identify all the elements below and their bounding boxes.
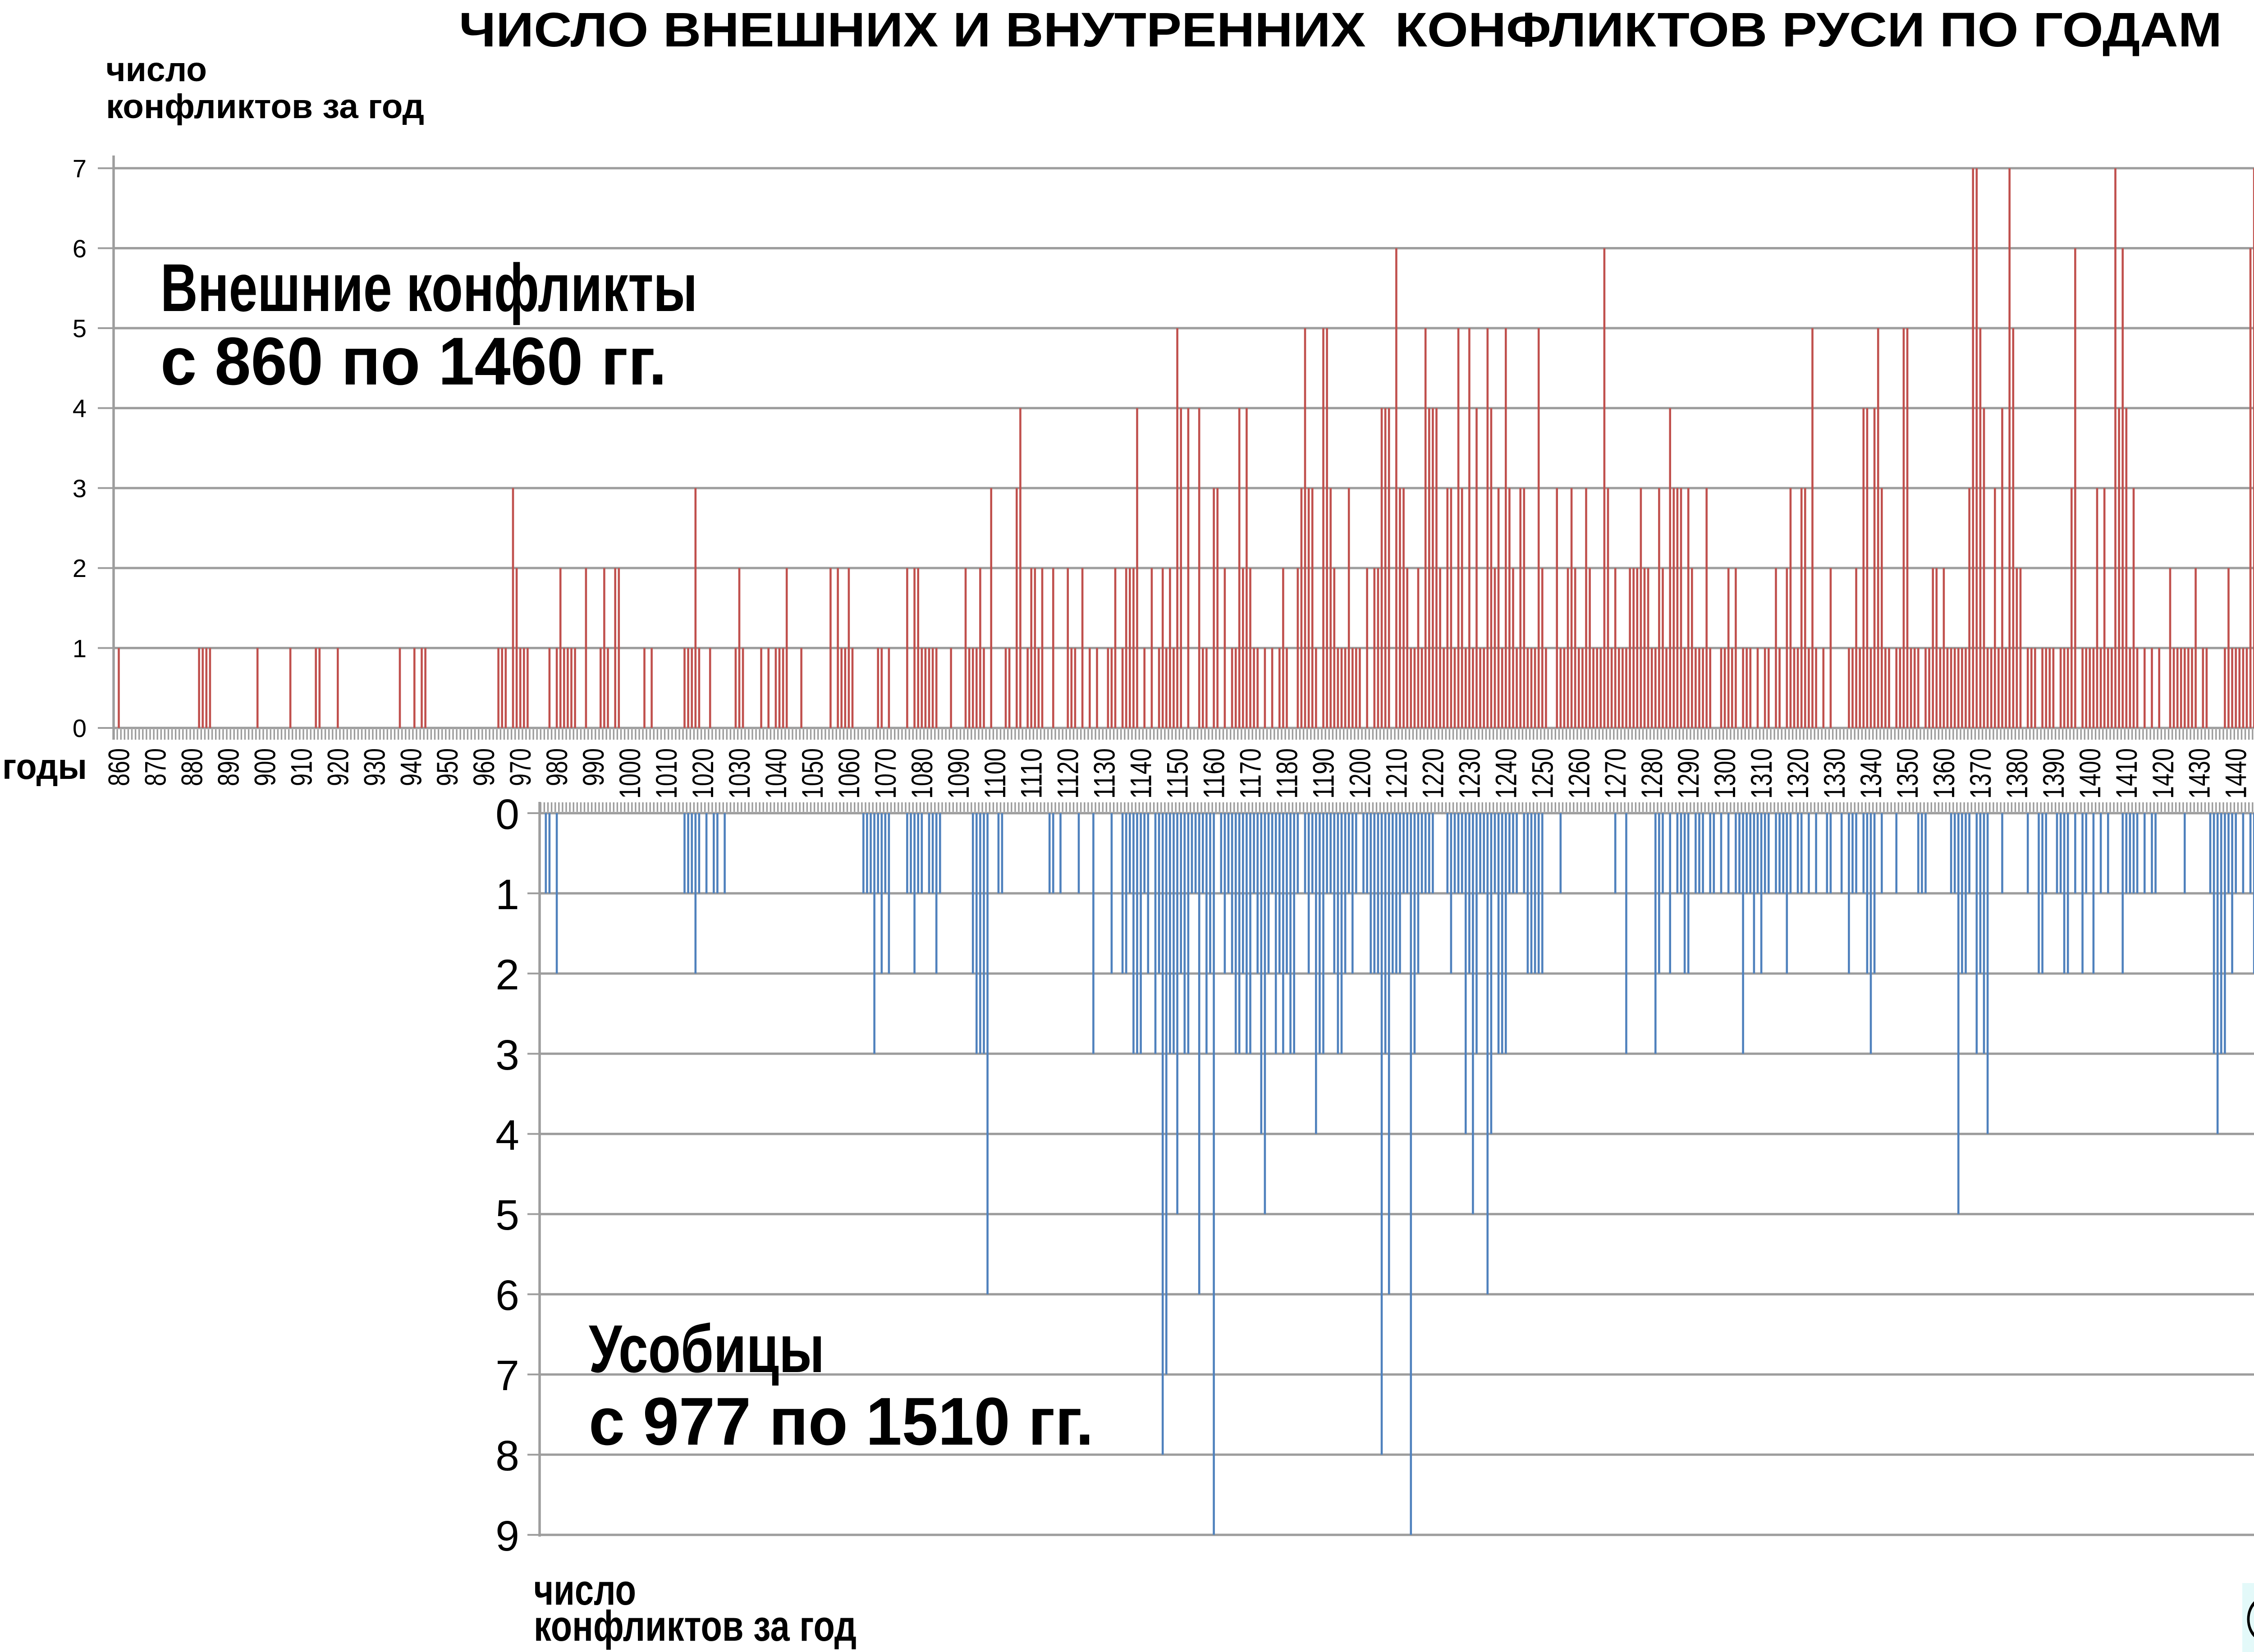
svg-text:1030: 1030 xyxy=(723,748,756,799)
svg-text:1350: 1350 xyxy=(1891,748,1924,799)
svg-text:© Руниверс: © Руниверс xyxy=(2246,1585,2254,1652)
svg-text:6: 6 xyxy=(495,1272,519,1319)
svg-text:1110: 1110 xyxy=(1015,748,1048,799)
svg-text:910: 910 xyxy=(284,748,318,786)
svg-text:1150: 1150 xyxy=(1161,748,1194,799)
svg-text:с 860 по 1460 гг.: с 860 по 1460 гг. xyxy=(160,323,667,399)
svg-text:5: 5 xyxy=(73,314,87,343)
svg-text:с 977 по 1510 гг.: с 977 по 1510 гг. xyxy=(589,1383,1094,1459)
svg-text:1410: 1410 xyxy=(2110,748,2143,799)
svg-text:940: 940 xyxy=(394,748,427,786)
svg-text:1370: 1370 xyxy=(1964,748,1997,799)
svg-text:900: 900 xyxy=(248,748,281,786)
svg-text:890: 890 xyxy=(211,748,245,786)
svg-text:1180: 1180 xyxy=(1270,748,1304,799)
svg-text:1080: 1080 xyxy=(905,748,939,799)
svg-text:3: 3 xyxy=(73,474,87,503)
svg-text:1120: 1120 xyxy=(1051,748,1085,799)
svg-text:1260: 1260 xyxy=(1562,748,1595,799)
svg-text:870: 870 xyxy=(139,748,172,786)
svg-text:950: 950 xyxy=(431,748,464,786)
svg-text:Усобицы: Усобицы xyxy=(589,1311,825,1387)
svg-text:5: 5 xyxy=(495,1191,519,1239)
svg-text:2: 2 xyxy=(495,951,519,999)
svg-text:1060: 1060 xyxy=(832,748,866,799)
svg-text:930: 930 xyxy=(357,748,391,786)
svg-text:1200: 1200 xyxy=(1343,748,1376,799)
svg-text:1380: 1380 xyxy=(2000,748,2034,799)
svg-text:число: число xyxy=(534,1566,636,1614)
svg-text:920: 920 xyxy=(321,748,354,786)
svg-text:860: 860 xyxy=(102,748,136,786)
svg-text:970: 970 xyxy=(504,748,537,786)
svg-text:1070: 1070 xyxy=(869,748,902,799)
svg-text:1400: 1400 xyxy=(2073,748,2107,799)
svg-text:960: 960 xyxy=(467,748,500,786)
svg-text:1050: 1050 xyxy=(796,748,829,799)
svg-text:годы: годы xyxy=(2,746,87,787)
svg-text:1250: 1250 xyxy=(1526,748,1559,799)
svg-text:3: 3 xyxy=(495,1031,519,1079)
svg-text:1340: 1340 xyxy=(1854,748,1887,799)
svg-text:1220: 1220 xyxy=(1416,748,1449,799)
svg-text:1440: 1440 xyxy=(2219,748,2253,799)
svg-text:2: 2 xyxy=(73,554,87,582)
svg-text:0: 0 xyxy=(73,714,87,742)
svg-text:1210: 1210 xyxy=(1379,748,1413,799)
svg-text:1230: 1230 xyxy=(1452,748,1486,799)
svg-text:8: 8 xyxy=(495,1432,519,1480)
svg-text:1360: 1360 xyxy=(1927,748,1961,799)
svg-text:1300: 1300 xyxy=(1708,748,1741,799)
svg-text:1170: 1170 xyxy=(1234,748,1267,799)
svg-text:880: 880 xyxy=(175,748,208,786)
svg-text:1320: 1320 xyxy=(1781,748,1814,799)
svg-text:0: 0 xyxy=(495,791,519,838)
svg-text:1040: 1040 xyxy=(759,748,793,799)
svg-text:1290: 1290 xyxy=(1672,748,1705,799)
svg-text:1160: 1160 xyxy=(1197,748,1231,799)
svg-text:4: 4 xyxy=(73,394,87,422)
svg-text:1130: 1130 xyxy=(1088,748,1121,799)
svg-text:число: число xyxy=(106,50,207,89)
svg-text:1: 1 xyxy=(73,634,87,663)
svg-text:1330: 1330 xyxy=(1818,748,1851,799)
svg-text:1430: 1430 xyxy=(2183,748,2216,799)
svg-text:1100: 1100 xyxy=(978,748,1012,799)
svg-text:1420: 1420 xyxy=(2146,748,2180,799)
svg-text:1270: 1270 xyxy=(1599,748,1632,799)
svg-text:7: 7 xyxy=(73,154,87,183)
svg-text:1010: 1010 xyxy=(650,748,683,799)
svg-text:ЧИСЛО ВНЕШНИХ И ВНУТРЕННИХ КО: ЧИСЛО ВНЕШНИХ И ВНУТРЕННИХ КОНФЛИКТОВ РУ… xyxy=(459,2,2222,57)
svg-text:1: 1 xyxy=(495,871,519,919)
svg-text:7: 7 xyxy=(495,1352,519,1400)
svg-text:990: 990 xyxy=(577,748,610,786)
svg-text:1190: 1190 xyxy=(1307,748,1340,799)
svg-text:1240: 1240 xyxy=(1489,748,1522,799)
svg-text:1090: 1090 xyxy=(942,748,975,799)
svg-text:1280: 1280 xyxy=(1635,748,1668,799)
svg-text:1000: 1000 xyxy=(613,748,646,799)
svg-text:конфликтов за год: конфликтов за год xyxy=(534,1602,857,1650)
svg-text:4: 4 xyxy=(495,1112,519,1159)
svg-text:980: 980 xyxy=(540,748,573,786)
svg-text:1140: 1140 xyxy=(1124,748,1158,799)
svg-text:6: 6 xyxy=(73,234,87,263)
svg-text:9: 9 xyxy=(495,1512,519,1560)
svg-text:1310: 1310 xyxy=(1745,748,1778,799)
svg-text:1390: 1390 xyxy=(2037,748,2070,799)
svg-text:1020: 1020 xyxy=(686,748,719,799)
svg-text:Внешние конфликты: Внешние конфликты xyxy=(160,250,697,325)
svg-text:конфликтов за год: конфликтов за год xyxy=(106,87,424,126)
